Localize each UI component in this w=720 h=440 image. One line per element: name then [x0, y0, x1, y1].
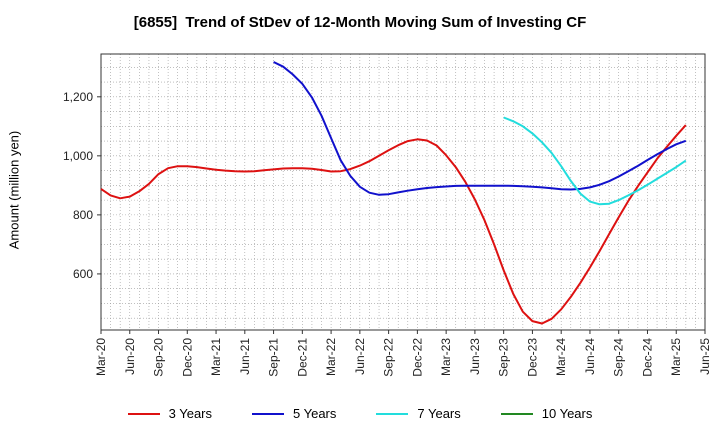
x-tick-label: Jun-22 [353, 338, 367, 375]
x-tick-label: Jun-20 [123, 338, 137, 375]
plot-frame [100, 53, 706, 331]
series-line-7-years [503, 116, 687, 206]
series-line-3-years [100, 124, 687, 325]
x-tick-label: Jun-24 [583, 338, 597, 375]
x-tick-label: Dec-24 [640, 338, 654, 377]
legend-item-5-years: 5 Years [252, 406, 336, 421]
series-line-5-years [273, 61, 687, 196]
legend-swatch-3-years [127, 412, 160, 415]
y-tick-label: 600 [73, 267, 93, 281]
legend-item-7-years: 7 Years [376, 406, 461, 421]
legend-item-3-years: 3 Years [127, 406, 212, 421]
legend-label-10-years: 10 Years [541, 406, 593, 421]
legend-label-3-years: 3 Years [168, 406, 212, 421]
x-tick-label: Mar-23 [439, 338, 453, 376]
x-tick-label: Mar-20 [94, 338, 108, 376]
y-tick-label: 1,200 [63, 90, 93, 104]
x-tick-label: Sep-24 [612, 338, 626, 377]
x-tick-label: Mar-21 [209, 338, 223, 376]
y-tick-label: 1,000 [63, 149, 93, 163]
x-tick-label: Jun-23 [468, 338, 482, 375]
x-tick-label: Mar-22 [324, 338, 338, 376]
legend-item-10-years: 10 Years [500, 406, 593, 421]
x-tick-label: Sep-22 [382, 338, 396, 377]
x-tick-label: Sep-23 [497, 338, 511, 377]
x-tick-label: Sep-21 [267, 338, 281, 377]
legend-swatch-5-years [252, 412, 284, 415]
chart-title: [6855] Trend of StDev of 12-Month Moving… [133, 14, 587, 31]
legend: 3 Years 5 Years 7 Years 10 Years [0, 406, 720, 421]
y-tick-label: 800 [73, 208, 93, 222]
legend-label-5-years: 5 Years [293, 406, 337, 421]
x-tick-label: Dec-23 [525, 338, 539, 377]
x-tick-label: Sep-20 [152, 338, 166, 377]
x-tick-label: Jun-25 [698, 338, 712, 375]
legend-swatch-7-years [376, 412, 409, 415]
x-tick-label: Dec-22 [410, 338, 424, 377]
legend-swatch-10-years [500, 412, 533, 415]
x-tick-label: Dec-21 [295, 338, 309, 377]
x-tick-label: Mar-24 [554, 338, 568, 376]
x-tick-label: Jun-21 [238, 338, 252, 375]
x-tick-label: Mar-25 [669, 338, 683, 376]
x-tick-label: Dec-20 [180, 338, 194, 377]
legend-label-7-years: 7 Years [417, 406, 461, 421]
